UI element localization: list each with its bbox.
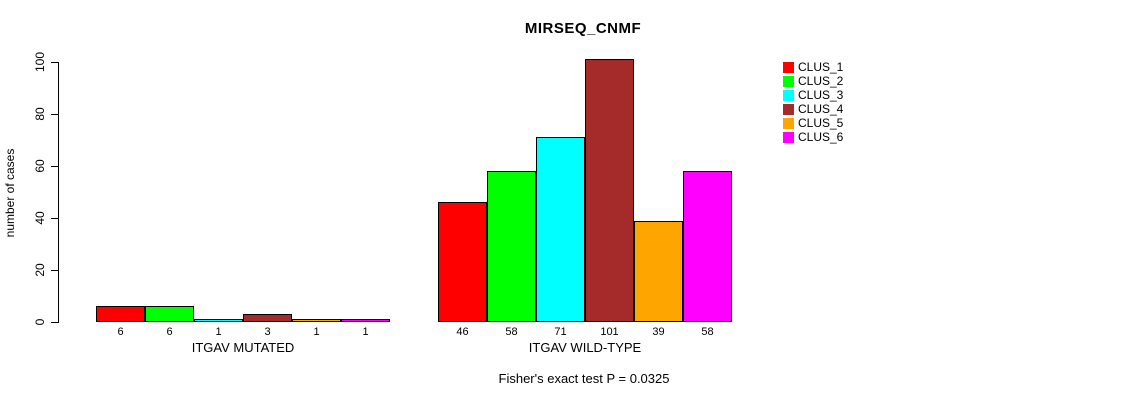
y-tick: [51, 321, 59, 323]
bar-value-label: 71: [554, 326, 567, 338]
y-tick: [51, 217, 59, 219]
y-tick-label: 0: [33, 318, 47, 326]
fisher-test-annotation: Fisher's exact test P = 0.0325: [498, 371, 670, 386]
bar-value-label: 58: [505, 326, 518, 338]
bar: [243, 314, 292, 322]
legend-label: CLUS_6: [798, 130, 844, 144]
legend-item: CLUS_2: [783, 74, 843, 88]
y-tick-label: 40: [33, 211, 47, 225]
legend-swatch: [783, 103, 794, 115]
legend-label: CLUS_5: [798, 116, 844, 130]
y-tick: [51, 165, 59, 167]
y-tick: [51, 269, 59, 271]
bar: [438, 202, 487, 322]
y-tick-label: 100: [33, 51, 47, 73]
y-axis-line: [58, 62, 59, 323]
legend-label: CLUS_1: [798, 60, 844, 74]
legend-label: CLUS_2: [798, 74, 844, 88]
bar: [487, 171, 536, 322]
bar-value-label: 1: [362, 326, 369, 338]
group-label-wildtype: ITGAV WILD-TYPE: [528, 340, 642, 355]
legend-swatch: [783, 117, 794, 129]
bar-value-label: 39: [652, 326, 665, 338]
legend-item: CLUS_6: [783, 130, 843, 144]
legend-swatch: [783, 61, 794, 73]
bar: [96, 306, 145, 322]
legend-label: CLUS_4: [798, 102, 844, 116]
bar: [341, 319, 390, 322]
bar: [634, 220, 683, 322]
legend-label: CLUS_3: [798, 88, 844, 102]
bar-value-label: 58: [701, 326, 714, 338]
y-tick-label: 60: [33, 159, 47, 173]
bar: [194, 319, 243, 322]
bar: [585, 59, 634, 322]
bar-value-label: 1: [215, 326, 222, 338]
legend-swatch: [783, 89, 794, 101]
y-tick: [51, 113, 59, 115]
bar-value-label: 6: [166, 326, 173, 338]
bar: [145, 306, 194, 322]
legend-swatch: [783, 75, 794, 87]
bar: [683, 171, 732, 322]
bar: [292, 319, 341, 322]
y-axis-label: number of cases: [3, 148, 17, 238]
legend-item: CLUS_3: [783, 88, 843, 102]
bar-value-label: 3: [264, 326, 271, 338]
bar-value-label: 1: [313, 326, 320, 338]
bar-value-label: 46: [456, 326, 469, 338]
legend: CLUS_1 CLUS_2 CLUS_3 CLUS_4 CLUS_5 CLUS_6: [783, 60, 843, 144]
bar: [536, 137, 585, 322]
y-tick-label: 80: [33, 107, 47, 121]
legend-item: CLUS_5: [783, 116, 843, 130]
y-tick-label: 20: [33, 263, 47, 277]
legend-item: CLUS_1: [783, 60, 843, 74]
chart-title: MIRSEQ_CNMF: [524, 20, 642, 37]
legend-item: CLUS_4: [783, 102, 843, 116]
bar-value-label: 6: [117, 326, 124, 338]
group-label-mutated: ITGAV MUTATED: [191, 340, 295, 355]
y-tick: [51, 61, 59, 63]
legend-swatch: [783, 131, 794, 143]
bar-value-label: 101: [600, 326, 619, 338]
